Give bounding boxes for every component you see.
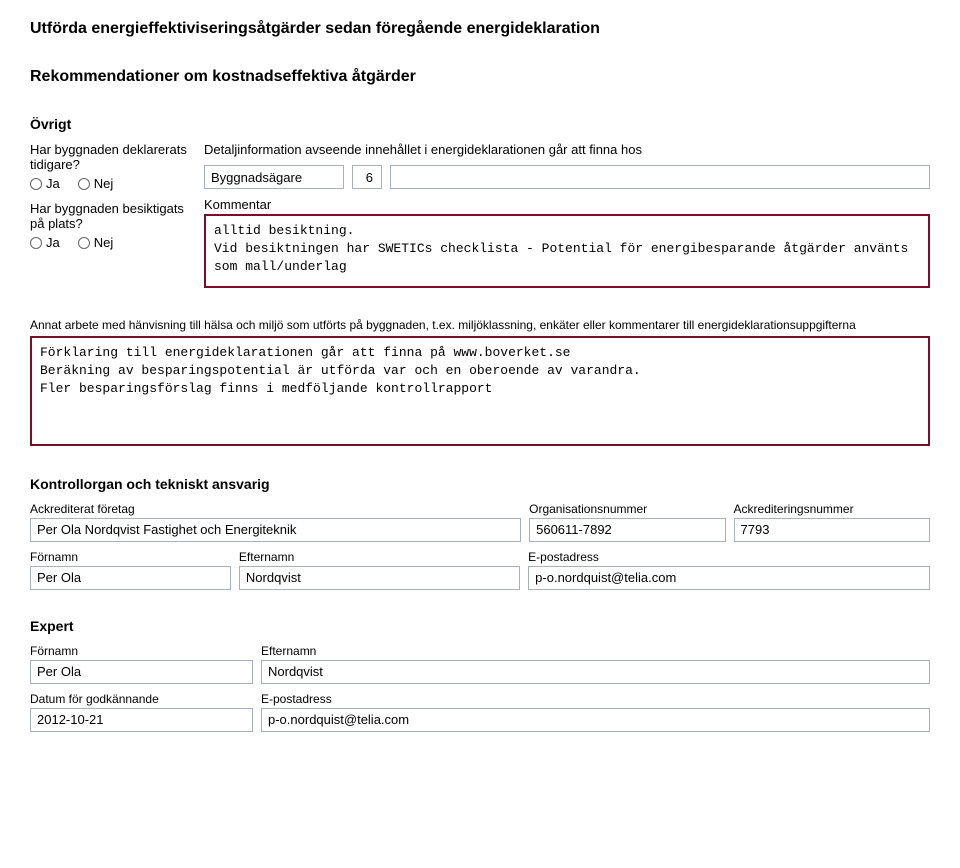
- acknr-label: Ackrediteringsnummer: [734, 502, 930, 516]
- ex-datum-label: Datum för godkännande: [30, 692, 253, 706]
- q1-ja-radio[interactable]: [30, 178, 42, 190]
- q2-ja-label: Ja: [46, 235, 60, 250]
- ex-efternamn-field[interactable]: Nordqvist: [261, 660, 930, 684]
- kontrollorgan-title: Kontrollorgan och tekniskt ansvarig: [30, 476, 930, 492]
- acknr-field[interactable]: 7793: [734, 518, 930, 542]
- q1-ja-label: Ja: [46, 176, 60, 191]
- ovrigt-title: Övrigt: [30, 116, 930, 132]
- q1-label: Har byggnaden deklarerats tidigare?: [30, 142, 190, 172]
- ex-epost-field[interactable]: p-o.nordquist@telia.com: [261, 708, 930, 732]
- kommentar-box[interactable]: alltid besiktning. Vid besiktningen har …: [204, 214, 930, 288]
- section-title-2: Rekommendationer om kostnadseffektiva åt…: [30, 68, 930, 86]
- ko-epost-field[interactable]: p-o.nordquist@telia.com: [528, 566, 930, 590]
- ex-fornamn-label: Förnamn: [30, 644, 253, 658]
- owner-num[interactable]: 6: [352, 165, 382, 189]
- ack-foretag-field[interactable]: Per Ola Nordqvist Fastighet och Energite…: [30, 518, 521, 542]
- q2-label: Har byggnaden besiktigats på plats?: [30, 201, 190, 231]
- ex-fornamn-field[interactable]: Per Ola: [30, 660, 253, 684]
- ko-efternamn-label: Efternamn: [239, 550, 520, 564]
- kommentar-label: Kommentar: [204, 197, 930, 212]
- orgnr-field[interactable]: 560611-7892: [529, 518, 725, 542]
- q1-nej-label: Nej: [94, 176, 114, 191]
- ko-fornamn-label: Förnamn: [30, 550, 231, 564]
- annat-box[interactable]: Förklaring till energideklarationen går …: [30, 336, 930, 446]
- q2-nej-radio[interactable]: [78, 237, 90, 249]
- ko-efternamn-field[interactable]: Nordqvist: [239, 566, 520, 590]
- ex-efternamn-label: Efternamn: [261, 644, 930, 658]
- ko-epost-label: E-postadress: [528, 550, 930, 564]
- ex-epost-label: E-postadress: [261, 692, 930, 706]
- owner-long-input[interactable]: [390, 165, 930, 189]
- q1-nej-radio[interactable]: [78, 178, 90, 190]
- orgnr-label: Organisationsnummer: [529, 502, 725, 516]
- owner-select[interactable]: Byggnadsägare: [204, 165, 344, 189]
- q2-nej-label: Nej: [94, 235, 114, 250]
- expert-title: Expert: [30, 618, 930, 634]
- section-title-1: Utförda energieffektiviseringsåtgärder s…: [30, 20, 930, 38]
- q2-ja-radio[interactable]: [30, 237, 42, 249]
- detail-label: Detaljinformation avseende innehållet i …: [204, 142, 930, 157]
- ko-fornamn-field[interactable]: Per Ola: [30, 566, 231, 590]
- annat-label: Annat arbete med hänvisning till hälsa o…: [30, 318, 930, 334]
- ex-datum-field[interactable]: 2012-10-21: [30, 708, 253, 732]
- ack-foretag-label: Ackrediterat företag: [30, 502, 521, 516]
